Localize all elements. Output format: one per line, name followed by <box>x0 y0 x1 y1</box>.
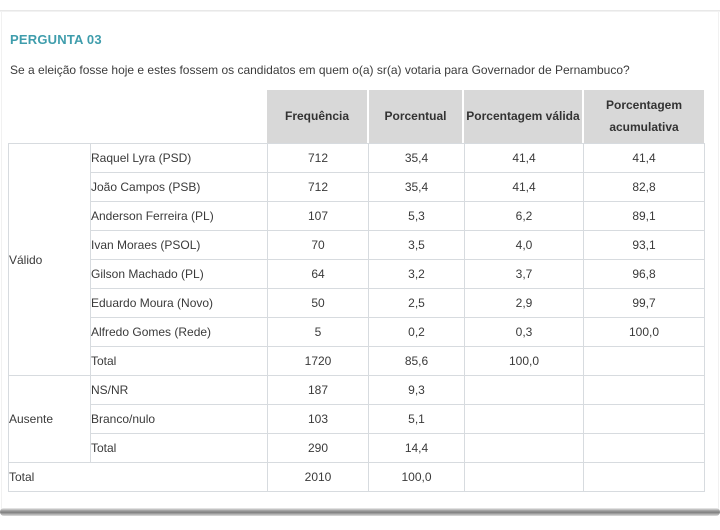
table-row: Total 290 14,4 <box>9 433 705 463</box>
valid-pct-cell <box>464 462 584 492</box>
total-label-cell: Total <box>8 462 268 492</box>
table-row: Válido Raquel Lyra (PSD) 712 35,4 41,4 4… <box>8 143 705 376</box>
freq-cell: 103 <box>267 404 369 434</box>
header-frequency: Frequência <box>267 90 367 143</box>
row-label-cell: Raquel Lyra (PSD) <box>90 143 268 173</box>
pct-cell: 9,3 <box>368 375 465 405</box>
pct-cell: 85,6 <box>368 346 465 376</box>
valid-pct-cell <box>464 375 584 405</box>
valid-pct-cell: 41,4 <box>464 143 584 173</box>
row-label-cell: João Campos (PSB) <box>90 172 268 202</box>
pct-cell: 35,4 <box>368 172 465 202</box>
row-label-cell: NS/NR <box>90 375 268 405</box>
pct-cell: 3,2 <box>368 259 465 289</box>
freq-cell: 5 <box>267 317 369 347</box>
cum-pct-cell <box>583 404 705 434</box>
header-cumulative-percent: Porcentagem acumulativa <box>584 90 704 143</box>
valid-pct-cell: 0,3 <box>464 317 584 347</box>
frequency-table: Válido Raquel Lyra (PSD) 712 35,4 41,4 4… <box>8 143 705 492</box>
row-label-cell: Total <box>90 346 268 376</box>
survey-question: Se a eleição fosse hoje e estes fossem o… <box>10 63 630 77</box>
pct-cell: 2,5 <box>368 288 465 318</box>
pct-cell: 35,4 <box>368 143 465 173</box>
cum-pct-cell <box>583 346 705 376</box>
page-bottom-edge <box>0 508 720 516</box>
table-row: João Campos (PSB) 712 35,4 41,4 82,8 <box>9 172 705 202</box>
pct-cell: 5,3 <box>368 201 465 231</box>
freq-cell: 70 <box>267 230 369 260</box>
cum-pct-cell: 96,8 <box>583 259 705 289</box>
table-row: Gilson Machado (PL) 64 3,2 3,7 96,8 <box>9 259 705 289</box>
valid-pct-cell <box>464 433 584 463</box>
table-row: Ausente NS/NR 187 9,3 <box>8 375 705 463</box>
table-row-grand-total: Total 2010 100,0 <box>8 462 705 492</box>
pct-cell: 14,4 <box>368 433 465 463</box>
valid-pct-cell: 41,4 <box>464 172 584 202</box>
table-header-row: Frequência Porcentual Porcentagem válida… <box>267 90 704 143</box>
freq-cell: 290 <box>267 433 369 463</box>
cum-pct-cell: 99,7 <box>583 288 705 318</box>
cum-pct-cell: 93,1 <box>583 230 705 260</box>
freq-cell: 712 <box>267 143 369 173</box>
header-valid-percent: Porcentagem válida <box>464 90 582 143</box>
table-row: Eduardo Moura (Novo) 50 2,5 2,9 99,7 <box>9 288 705 318</box>
cum-pct-cell: 100,0 <box>583 317 705 347</box>
header-percent: Porcentual <box>369 90 462 143</box>
cum-pct-cell <box>583 375 705 405</box>
row-label-cell: Ivan Moraes (PSOL) <box>90 230 268 260</box>
freq-cell: 712 <box>267 172 369 202</box>
table-row: Alfredo Gomes (Rede) 5 0,2 0,3 100,0 <box>9 317 705 347</box>
pct-cell: 0,2 <box>368 317 465 347</box>
cum-pct-cell: 89,1 <box>583 201 705 231</box>
table-row: Ivan Moraes (PSOL) 70 3,5 4,0 93,1 <box>9 230 705 260</box>
valid-pct-cell: 3,7 <box>464 259 584 289</box>
row-label-cell: Anderson Ferreira (PL) <box>90 201 268 231</box>
row-label-cell: Gilson Machado (PL) <box>90 259 268 289</box>
pct-cell: 3,5 <box>368 230 465 260</box>
cum-pct-cell: 41,4 <box>583 143 705 173</box>
freq-cell: 50 <box>267 288 369 318</box>
freq-cell: 64 <box>267 259 369 289</box>
group-label-ausente: Ausente <box>8 375 91 463</box>
table-row: Branco/nulo 103 5,1 <box>9 404 705 434</box>
row-label-cell: Eduardo Moura (Novo) <box>90 288 268 318</box>
freq-cell: 107 <box>267 201 369 231</box>
valid-pct-cell <box>464 404 584 434</box>
freq-cell: 2010 <box>267 462 369 492</box>
pct-cell: 5,1 <box>368 404 465 434</box>
row-label-cell: Branco/nulo <box>90 404 268 434</box>
cum-pct-cell: 82,8 <box>583 172 705 202</box>
freq-cell: 187 <box>267 375 369 405</box>
group-label-valido: Válido <box>8 143 91 376</box>
top-divider <box>0 10 720 12</box>
valid-pct-cell: 100,0 <box>464 346 584 376</box>
valid-pct-cell: 2,9 <box>464 288 584 318</box>
table-row: Total 1720 85,6 100,0 <box>9 346 705 376</box>
page-title: PERGUNTA 03 <box>10 32 102 47</box>
valid-pct-cell: 4,0 <box>464 230 584 260</box>
pct-cell: 100,0 <box>368 462 465 492</box>
table-row: Anderson Ferreira (PL) 107 5,3 6,2 89,1 <box>9 201 705 231</box>
valid-pct-cell: 6,2 <box>464 201 584 231</box>
cum-pct-cell <box>583 462 705 492</box>
cum-pct-cell <box>583 433 705 463</box>
row-label-cell: Alfredo Gomes (Rede) <box>90 317 268 347</box>
row-label-cell: Total <box>90 433 268 463</box>
freq-cell: 1720 <box>267 346 369 376</box>
